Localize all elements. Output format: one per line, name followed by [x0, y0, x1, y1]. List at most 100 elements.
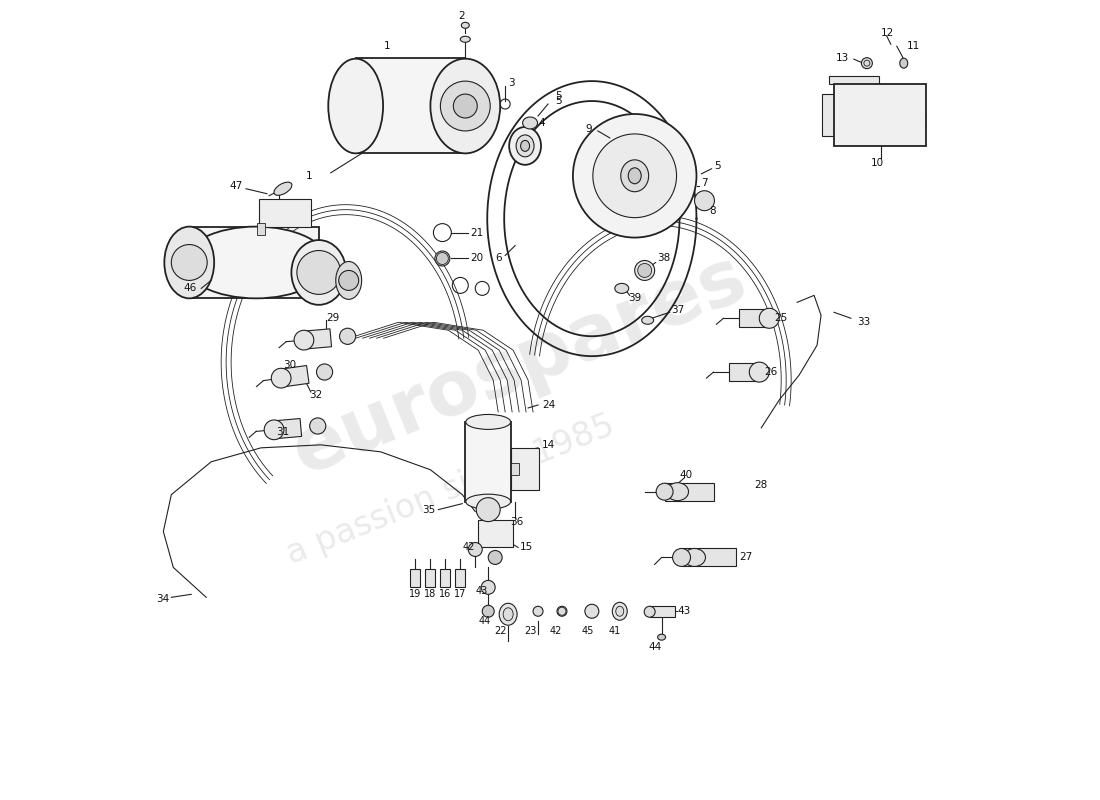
Text: 2: 2 [459, 11, 465, 22]
Bar [664, 482, 714, 501]
Ellipse shape [694, 190, 714, 210]
Ellipse shape [164, 226, 215, 298]
Text: 29: 29 [326, 314, 339, 323]
Bar [455, 570, 465, 587]
Text: 21: 21 [471, 227, 484, 238]
Ellipse shape [272, 368, 292, 388]
Text: 4: 4 [538, 118, 544, 128]
Circle shape [339, 270, 359, 290]
Text: 24: 24 [542, 400, 556, 410]
Ellipse shape [585, 604, 598, 618]
Text: 5: 5 [714, 161, 722, 171]
Ellipse shape [641, 316, 653, 324]
Text: 3: 3 [508, 78, 515, 88]
Text: 8: 8 [710, 206, 716, 216]
Text: 11: 11 [906, 42, 920, 51]
Ellipse shape [328, 58, 383, 154]
Circle shape [297, 250, 341, 294]
Text: 16: 16 [439, 590, 451, 599]
Text: 18: 18 [425, 590, 437, 599]
Text: 42: 42 [462, 542, 475, 553]
Circle shape [749, 362, 769, 382]
Ellipse shape [292, 240, 346, 305]
Ellipse shape [430, 58, 500, 154]
Text: 35: 35 [422, 505, 436, 514]
Ellipse shape [465, 414, 510, 430]
Text: 34: 34 [156, 594, 169, 604]
Ellipse shape [184, 226, 328, 298]
Bar [478, 519, 513, 547]
Bar [512, 462, 519, 474]
Text: 12: 12 [881, 28, 894, 38]
Circle shape [482, 606, 494, 618]
Ellipse shape [667, 482, 689, 501]
Ellipse shape [557, 606, 566, 616]
Ellipse shape [628, 168, 641, 184]
Ellipse shape [613, 602, 627, 620]
Circle shape [638, 263, 651, 278]
Ellipse shape [645, 606, 656, 618]
Circle shape [861, 58, 872, 69]
Text: 47: 47 [229, 181, 242, 190]
Bar [257, 222, 265, 234]
Circle shape [573, 114, 696, 238]
Text: 43: 43 [678, 606, 691, 616]
Ellipse shape [499, 603, 517, 626]
Ellipse shape [520, 141, 529, 151]
Ellipse shape [656, 483, 673, 500]
Bar [440, 570, 450, 587]
Text: 33: 33 [857, 318, 870, 327]
Circle shape [437, 253, 449, 265]
Ellipse shape [317, 364, 332, 380]
Bar [426, 570, 436, 587]
Polygon shape [304, 329, 331, 349]
Circle shape [481, 580, 495, 594]
Ellipse shape [264, 420, 284, 440]
Ellipse shape [336, 262, 362, 299]
Ellipse shape [672, 549, 691, 566]
Bar [650, 606, 674, 618]
Text: 37: 37 [672, 306, 685, 315]
Bar [729, 363, 759, 381]
Bar [512, 448, 539, 490]
Bar [465, 422, 512, 502]
Ellipse shape [310, 418, 326, 434]
Text: 26: 26 [764, 367, 778, 377]
Ellipse shape [340, 328, 355, 344]
Ellipse shape [460, 36, 471, 42]
Text: 23: 23 [524, 626, 537, 636]
Polygon shape [279, 366, 309, 387]
Text: 1: 1 [384, 42, 390, 51]
Bar [682, 549, 736, 566]
Ellipse shape [461, 22, 470, 28]
Text: 5: 5 [556, 96, 562, 106]
Ellipse shape [658, 634, 666, 640]
Polygon shape [273, 418, 301, 438]
Text: 19: 19 [409, 590, 421, 599]
Ellipse shape [465, 494, 510, 509]
Text: 28: 28 [755, 480, 768, 490]
Ellipse shape [683, 549, 705, 566]
Text: 17: 17 [454, 590, 466, 599]
Text: 20: 20 [471, 254, 483, 263]
Text: 44: 44 [648, 642, 661, 652]
Text: 15: 15 [520, 542, 534, 553]
Bar [822, 94, 836, 136]
Ellipse shape [294, 330, 313, 350]
Bar [829, 76, 879, 84]
Text: 42: 42 [550, 626, 562, 636]
Ellipse shape [616, 606, 624, 616]
Text: 7: 7 [702, 178, 708, 188]
Bar [739, 310, 769, 327]
Text: 30: 30 [283, 360, 296, 370]
Text: 44: 44 [478, 616, 491, 626]
Text: 5: 5 [556, 91, 562, 101]
Text: 31: 31 [276, 427, 289, 437]
Ellipse shape [615, 283, 629, 294]
Circle shape [593, 134, 676, 218]
Text: eurospares: eurospares [283, 240, 758, 490]
Circle shape [172, 245, 207, 281]
Bar [355, 58, 465, 153]
Ellipse shape [274, 182, 292, 195]
Circle shape [440, 81, 491, 131]
